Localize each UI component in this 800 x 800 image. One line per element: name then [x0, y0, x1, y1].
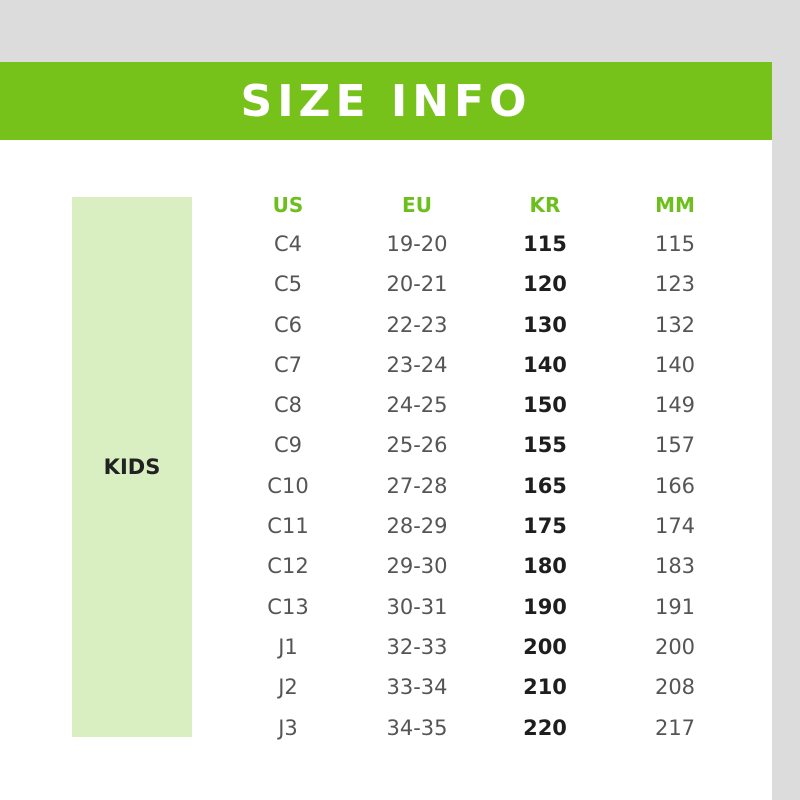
table-cell: C12: [267, 554, 309, 579]
table-cell: 24-25: [386, 393, 448, 418]
table-cell: 33-34: [386, 675, 448, 700]
table-cell: C10: [267, 473, 309, 498]
table-cell: 27-28: [386, 473, 448, 498]
table-cell: 183: [654, 554, 696, 579]
table-cell: 34-35: [386, 715, 448, 740]
table-cell: C5: [273, 272, 303, 297]
table-cell: C9: [273, 433, 303, 458]
table-cell: C8: [273, 393, 303, 418]
column-eu: 19-20 20-21 22-23 23-24 24-25 25-26 27-28 28-29…: [357, 224, 477, 748]
table-cell: C7: [273, 352, 303, 377]
table-cell: 20-21: [386, 272, 448, 297]
table-cell: C4: [273, 232, 303, 256]
category-label: KIDS: [103, 455, 161, 479]
page-title: SIZE INFO: [240, 75, 532, 127]
column-header-us: US: [272, 193, 304, 217]
table-cell: 23-24: [386, 352, 448, 377]
table-cell: 175: [523, 514, 567, 539]
table-cell: 130: [523, 312, 567, 337]
table-cell: C6: [273, 312, 303, 337]
table-cell: 32-33: [386, 634, 448, 659]
table-cell: 174: [654, 514, 696, 539]
size-table: KIDS US C4 C5 C6 C7 C8 C9 C10 C11 C12 C13 J1 J2 J3 EU 1…: [0, 140, 772, 800]
column-header-kr: KR: [529, 193, 561, 217]
table-cell: 140: [654, 352, 696, 377]
table-cell: 115: [523, 232, 567, 256]
table-cell: 123: [654, 272, 696, 297]
table-cell: 191: [654, 594, 696, 619]
table-cell: 166: [654, 473, 696, 498]
table-cell: 22-23: [386, 312, 448, 337]
table-cell: C11: [267, 514, 309, 539]
table-cell: 210: [523, 675, 567, 700]
column-us: C4 C5 C6 C7 C8 C9 C10 C11 C12 C13 J1 J2 J3: [228, 224, 348, 748]
table-cell: 200: [654, 634, 696, 659]
table-cell: 180: [523, 554, 567, 579]
title-banner: SIZE INFO: [0, 62, 772, 140]
table-cell: 120: [523, 272, 567, 297]
table-cell: 149: [654, 393, 696, 418]
table-cell: 190: [523, 594, 567, 619]
column-mm: 115 123 132 140 149 157 166 174 183 191 200 208 217: [615, 224, 735, 748]
table-cell: J1: [278, 634, 298, 659]
column-header-eu: EU: [402, 193, 432, 217]
category-label-box: KIDS: [72, 197, 192, 737]
table-cell: 25-26: [386, 433, 448, 458]
table-cell: 140: [523, 352, 567, 377]
table-cell: J2: [278, 675, 298, 700]
table-cell: 165: [523, 473, 567, 498]
table-cell: 157: [654, 433, 696, 458]
table-cell: C13: [267, 594, 309, 619]
table-cell: J3: [278, 715, 298, 740]
table-cell: 28-29: [386, 514, 448, 539]
table-cell: 29-30: [386, 554, 448, 579]
column-kr: 115 120 130 140 150 155 165 175 180 190 200 210 220: [485, 224, 605, 748]
table-cell: 30-31: [386, 594, 448, 619]
table-cell: 115: [654, 232, 696, 256]
table-cell: 217: [654, 715, 696, 740]
table-cell: 208: [654, 675, 696, 700]
table-cell: 132: [654, 312, 696, 337]
table-cell: 155: [523, 433, 567, 458]
table-cell: 150: [523, 393, 567, 418]
table-cell: 19-20: [386, 232, 448, 256]
table-cell: 200: [523, 634, 567, 659]
table-cell: 220: [523, 715, 567, 740]
column-header-mm: MM: [655, 193, 695, 217]
